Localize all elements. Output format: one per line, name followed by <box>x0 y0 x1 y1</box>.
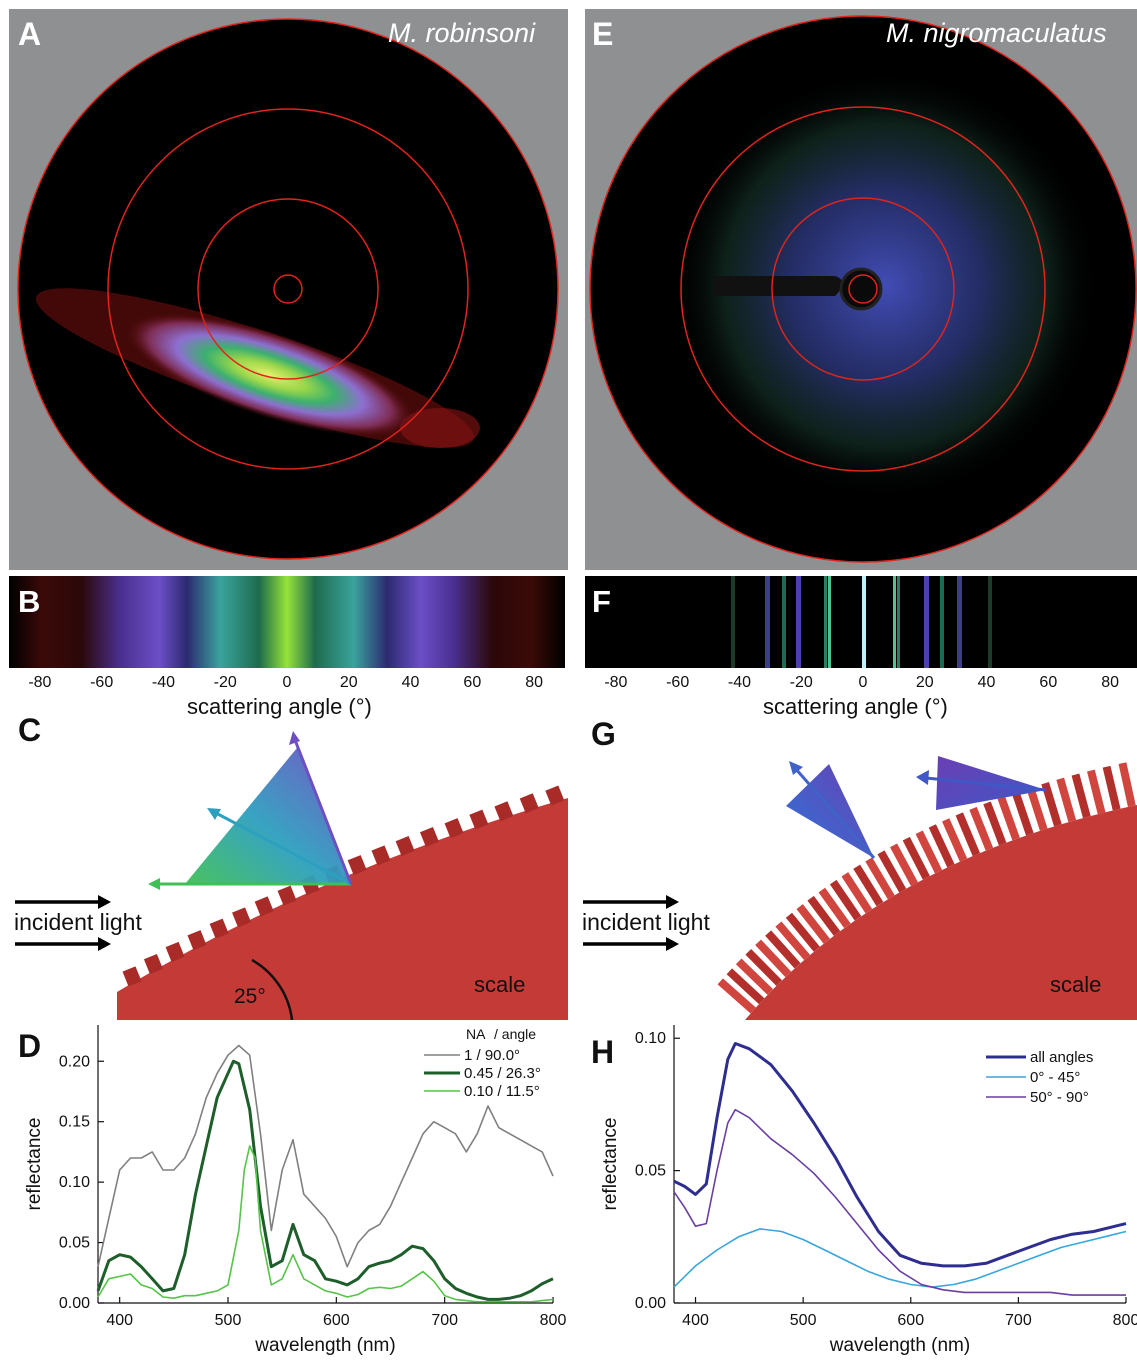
panel-g-ridges <box>717 762 1136 1014</box>
panel-f-tick-label: 80 <box>1101 674 1119 691</box>
panel-f-tick-label: 40 <box>977 674 996 691</box>
panel-f-axis-label: scattering angle (°) <box>763 694 948 719</box>
panel-d-series-2 <box>97 1145 554 1303</box>
panel-g-letter: G <box>591 716 616 752</box>
panel-a-scatter-pattern <box>35 288 480 448</box>
panel-c-incident-label: incident light <box>14 909 142 935</box>
panel-d-x-tick-label: 600 <box>323 1312 350 1329</box>
panel-c-scale-label: scale <box>474 972 526 997</box>
panel-g-incident-label: incident light <box>582 909 710 935</box>
panel-f-tick-label: -80 <box>604 674 628 691</box>
panel-c-angle-arc <box>251 958 294 1020</box>
panel-d-series-0 <box>97 1044 554 1268</box>
panel-f-angle-band <box>585 576 1137 668</box>
panel-d-x-tick-label: 700 <box>431 1312 458 1329</box>
panel-f-stripes <box>731 576 992 668</box>
panel-d-x-tick-label: 500 <box>215 1312 242 1329</box>
panel-b-letter: B <box>18 584 41 619</box>
panel-f-tick-label: -20 <box>789 674 813 691</box>
panel-g-scale-diagram <box>717 756 1137 1020</box>
panel-d-legend-label: 0.45 / 26.3° <box>464 1065 541 1082</box>
panel-f-tick-label: 20 <box>915 674 934 691</box>
panel-a-angle-rings <box>107 108 469 470</box>
panel-d-y-tick-label: 0.05 <box>59 1235 90 1252</box>
panel-d-y-tick-label: 0.10 <box>59 1174 90 1191</box>
panel-h-chart: 400 500 600 700 800 0.00 0.05 0.10 wavelength (n… <box>600 1025 1137 1356</box>
panel-a-scatterogram <box>9 9 568 570</box>
panel-d-legend-label: 1 / 90.0° <box>464 1047 520 1064</box>
panel-d-chart: 400 500 600 700 800 0.00 0.05 0.10 0.15 0.20 wavel… <box>24 1025 566 1356</box>
panel-g-incident-arrows <box>583 895 679 951</box>
panel-e-angle-rings <box>680 106 1046 472</box>
panel-h-x-tick-label: 500 <box>790 1312 817 1329</box>
panel-b-tick-label: 0 <box>282 674 292 691</box>
panel-d-y-tick-label: 0.20 <box>59 1053 90 1070</box>
panel-e-scatterogram <box>585 9 1137 570</box>
panel-h-series-0 <box>673 1042 1127 1268</box>
panel-h-legend-label: 0° - 45° <box>1030 1069 1080 1086</box>
panel-c-scatter-fan <box>185 748 351 884</box>
panel-e-scatter-pattern <box>670 70 1100 500</box>
panel-f-letter: F <box>592 584 611 619</box>
panel-e-species: M. nigromaculatus <box>886 18 1107 48</box>
panel-c-ridges <box>122 785 565 987</box>
panel-b-tick-label: 40 <box>401 674 420 691</box>
panel-b-tick-label: -80 <box>28 674 52 691</box>
panel-f-tick-label: 0 <box>858 674 868 691</box>
panel-d-letter: D <box>18 1028 42 1064</box>
panel-h-y-tick-label: 0.05 <box>635 1163 666 1180</box>
panel-h-legend-label: 50° - 90° <box>1030 1089 1089 1106</box>
panel-a-letter: A <box>18 16 42 52</box>
panel-d-legend-label: 0.10 / 11.5° <box>464 1083 540 1100</box>
panel-f-tick-label: -60 <box>666 674 690 691</box>
panel-c-letter: C <box>18 712 42 748</box>
panel-d-x-tick-label: 800 <box>540 1312 567 1329</box>
panel-b-tick-label: 60 <box>463 674 482 691</box>
panel-d-y-tick-label: 0.00 <box>59 1295 90 1312</box>
panel-h-x-tick-label: 400 <box>682 1312 709 1329</box>
panel-d-y-tick-label: 0.15 <box>59 1114 90 1131</box>
panel-b-angle-band <box>9 576 565 668</box>
panel-c-scale-diagram <box>117 731 568 1020</box>
panel-c-ray-mid <box>213 810 352 886</box>
panel-d-legend-header-angle: / angle <box>494 1026 537 1042</box>
panel-c-ray-max <box>293 739 353 885</box>
panel-h-y-axis-label: reflectance <box>600 1118 621 1211</box>
panel-f-tick-label: 60 <box>1039 674 1058 691</box>
panel-b-tick-label: -20 <box>213 674 237 691</box>
panel-b-tick-label: 80 <box>525 674 543 691</box>
panel-h-x-axis-label: wavelength (nm) <box>829 1335 970 1356</box>
panel-h-series-1 <box>673 1228 1127 1288</box>
panel-d-x-axis-label: wavelength (nm) <box>254 1335 395 1356</box>
panel-h-x-tick-label: 800 <box>1113 1312 1137 1329</box>
panel-c-angle-label: 25° <box>234 985 266 1008</box>
panel-b-tick-label: -60 <box>90 674 114 691</box>
panel-h-x-tick-label: 600 <box>897 1312 924 1329</box>
panel-h-legend-label: all angles <box>1030 1049 1093 1066</box>
panel-g-scale-label: scale <box>1050 972 1102 997</box>
panel-d-series-1 <box>96 1059 554 1301</box>
panel-h-x-tick-label: 700 <box>1005 1312 1032 1329</box>
panel-a-species: M. robinsoni <box>388 18 536 48</box>
panel-b-axis-label: scattering angle (°) <box>187 694 372 719</box>
panel-d-legend-header-na: NA <box>466 1026 486 1042</box>
panel-b-tick-label: -40 <box>151 674 175 691</box>
panel-h-y-tick-label: 0.10 <box>635 1030 666 1047</box>
panel-h-letter: H <box>591 1034 615 1070</box>
panel-d-y-axis-label: reflectance <box>24 1118 45 1211</box>
panel-f-tick-label: -40 <box>727 674 751 691</box>
panel-h-series-2 <box>673 1108 1126 1296</box>
panel-c-incident-arrows <box>15 895 111 951</box>
panel-d-x-tick-label: 400 <box>106 1312 133 1329</box>
panel-h-y-tick-label: 0.00 <box>635 1295 666 1312</box>
panel-e-letter: E <box>592 16 614 52</box>
panel-b-tick-label: 20 <box>339 674 358 691</box>
